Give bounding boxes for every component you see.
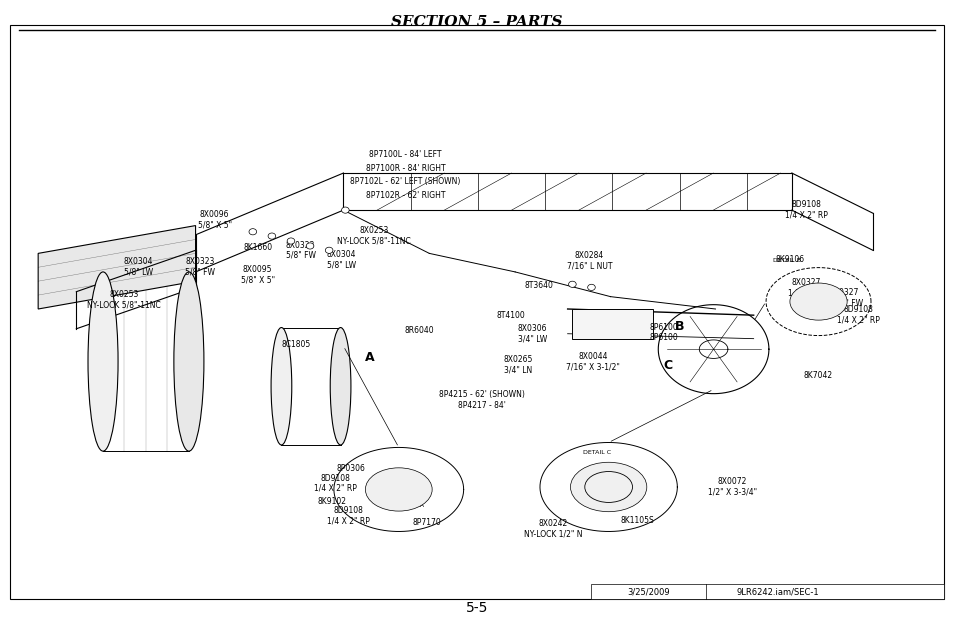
Text: C: C: [662, 359, 672, 373]
Ellipse shape: [249, 229, 256, 235]
Text: 8P7102L - 62' LEFT (SHOWN): 8P7102L - 62' LEFT (SHOWN): [350, 177, 460, 186]
Text: DETAIL A: DETAIL A: [395, 503, 424, 508]
Text: 8R6040: 8R6040: [404, 326, 435, 335]
Text: 8K1660: 8K1660: [243, 243, 272, 252]
Text: 8X0072
1/2" X 3-3/4": 8X0072 1/2" X 3-3/4": [707, 477, 757, 497]
Bar: [572, 309, 653, 339]
Ellipse shape: [365, 468, 432, 511]
Text: 8X0327
1 1/4" FW: 8X0327 1 1/4" FW: [787, 277, 823, 297]
Text: 8D9108
1/4 X 2" RP: 8D9108 1/4 X 2" RP: [327, 506, 369, 526]
Text: 8X0323
5/8" FW: 8X0323 5/8" FW: [285, 240, 315, 260]
Text: 8P7100R - 84' RIGHT: 8P7100R - 84' RIGHT: [365, 164, 445, 172]
Polygon shape: [38, 226, 195, 309]
Ellipse shape: [587, 284, 595, 290]
Text: 8D9108
1/4 X 2" RP: 8D9108 1/4 X 2" RP: [837, 305, 879, 325]
Text: 8X0265
3/4" LN: 8X0265 3/4" LN: [503, 355, 532, 375]
Ellipse shape: [568, 281, 576, 287]
Ellipse shape: [570, 462, 646, 512]
Text: 8X0095
5/8" X 5": 8X0095 5/8" X 5": [240, 265, 274, 285]
Text: DETAIL B: DETAIL B: [772, 258, 801, 263]
Text: 8P4215 - 62' (SHOWN): 8P4215 - 62' (SHOWN): [438, 390, 524, 399]
Ellipse shape: [88, 272, 118, 451]
Text: 8P0306: 8P0306: [336, 464, 365, 473]
Text: 8X0253
NY-LOCK 5/8"-11NC: 8X0253 NY-LOCK 5/8"-11NC: [336, 226, 411, 246]
Ellipse shape: [271, 328, 292, 445]
Ellipse shape: [325, 247, 333, 253]
Text: 8C1805: 8C1805: [281, 341, 310, 349]
Text: 8T4100: 8T4100: [496, 311, 524, 320]
Ellipse shape: [173, 272, 204, 451]
Text: A: A: [365, 350, 375, 364]
Text: 8P6100
8P6100: 8P6100 8P6100: [649, 323, 678, 342]
Ellipse shape: [287, 238, 294, 244]
Text: 8D9108
1/4 X 2" RP: 8D9108 1/4 X 2" RP: [784, 200, 826, 220]
Text: 8X0284
7/16" L NUT: 8X0284 7/16" L NUT: [566, 251, 612, 271]
Ellipse shape: [330, 328, 351, 445]
Bar: [591, 584, 943, 599]
Text: SECTION 5 – PARTS: SECTION 5 – PARTS: [391, 15, 562, 28]
Text: 8X0306
3/4" LW: 8X0306 3/4" LW: [517, 324, 546, 344]
Ellipse shape: [789, 283, 846, 320]
Text: 8K7042: 8K7042: [803, 371, 832, 380]
Text: 8K9102: 8K9102: [317, 497, 346, 506]
Text: 8X0304
5/8" LW: 8X0304 5/8" LW: [327, 250, 355, 269]
Text: 8P7102R - 62' RIGHT: 8P7102R - 62' RIGHT: [365, 191, 445, 200]
Ellipse shape: [341, 207, 349, 213]
Text: 8K1105S: 8K1105S: [619, 516, 654, 525]
Text: 8P7100L - 84' LEFT: 8P7100L - 84' LEFT: [369, 150, 441, 159]
Text: 8T3640: 8T3640: [524, 281, 553, 290]
Text: 8X0304
5/8" LW: 8X0304 5/8" LW: [124, 257, 152, 277]
Text: 9LR6242.iam/SEC-1: 9LR6242.iam/SEC-1: [736, 588, 818, 596]
Text: 8X0327
1 1/4" FW: 8X0327 1 1/4" FW: [825, 288, 862, 308]
Text: 8X0096
5/8" X 5": 8X0096 5/8" X 5": [197, 210, 232, 229]
Text: 5-5: 5-5: [465, 601, 488, 615]
Text: 8P7170: 8P7170: [412, 518, 440, 527]
Text: 8P4217 - 84': 8P4217 - 84': [457, 401, 505, 410]
Text: 8X0323
5/8" FW: 8X0323 5/8" FW: [185, 257, 215, 277]
Text: 8X0044
7/16" X 3-1/2": 8X0044 7/16" X 3-1/2": [566, 352, 619, 371]
Text: 8D9108
1/4 X 2" RP: 8D9108 1/4 X 2" RP: [314, 473, 356, 493]
Text: 3/25/2009: 3/25/2009: [627, 588, 669, 596]
Text: DETAIL C: DETAIL C: [582, 450, 611, 455]
Ellipse shape: [268, 233, 275, 239]
Text: 8K9106: 8K9106: [775, 255, 803, 264]
Text: B: B: [674, 320, 683, 333]
Text: 8X0253
NY-LOCK 5/8"-11NC: 8X0253 NY-LOCK 5/8"-11NC: [87, 290, 161, 310]
Ellipse shape: [306, 243, 314, 249]
Text: 8X0242
NY-LOCK 1/2" N: 8X0242 NY-LOCK 1/2" N: [523, 519, 582, 538]
